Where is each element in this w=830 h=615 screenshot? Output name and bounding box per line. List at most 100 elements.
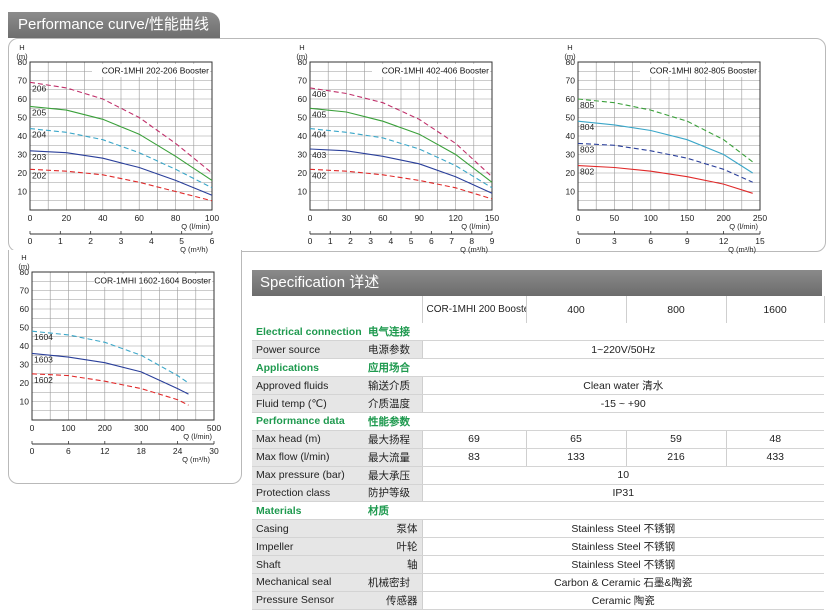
y-tick-label: 20 — [566, 168, 576, 178]
plot-frame — [309, 61, 493, 211]
series-line-202 — [29, 168, 213, 202]
y-tick-label: 20 — [298, 168, 308, 178]
chart-title: COR-1MHI 202-206 Booster — [102, 66, 209, 76]
y-axis-unit: H — [21, 253, 26, 262]
plot-frame — [29, 61, 213, 211]
performance-chart-1602-1604: COR-1MHI 1602-1604 Booster H (m) 10 20 30 40 50… — [12, 250, 227, 464]
spec-value: Stainless Steel 不锈钢 — [421, 519, 824, 539]
x2-tick-label: 0 — [30, 446, 35, 456]
spec-row: Fluid temp (℃) 介质温度 -15 ~ +90 — [252, 394, 824, 413]
spec-value: IP31 — [421, 484, 824, 503]
spec-column-header: 400 — [526, 296, 627, 323]
x2-tick-label: 5 — [179, 236, 184, 246]
x-tick-label: 200 — [98, 423, 112, 433]
series-label: 203 — [32, 152, 46, 162]
spec-label-cn: 电源参数 — [364, 340, 422, 360]
y-tick-label: 20 — [18, 168, 28, 178]
performance-chart-202-206: COR-1MHI 202-206 Booster H (m) 10 20 30 40 50 60… — [10, 40, 225, 254]
x2-tick-label: 7 — [449, 236, 454, 246]
spec-label-en: Approved fluids — [252, 376, 364, 396]
series-line-402 — [309, 168, 493, 200]
spec-label-cn: 最大扬程 — [364, 430, 422, 449]
chart-title-bg — [92, 64, 210, 77]
x2-tick-label: 9 — [490, 236, 495, 246]
spec-label-en: Max pressure (bar) — [252, 466, 364, 485]
spec-label-en: Max flow (l/min) — [252, 448, 364, 467]
x-tick-label: 120 — [449, 213, 463, 223]
spec-value: Stainless Steel 不锈钢 — [421, 537, 824, 557]
chart-svg: COR-1MHI 1602-1604 Booster H(m) 10 20 30 40 50… — [18, 253, 221, 464]
series-line-804 — [577, 120, 753, 174]
series-label: 405 — [312, 109, 326, 119]
x-axis-unit: Q (l/min) — [183, 432, 212, 441]
x2-tick-label: 6 — [648, 236, 653, 246]
x2-tick-label: 4 — [389, 236, 394, 246]
spec-value: Carbon & Ceramic 石墨&陶瓷 — [421, 573, 824, 592]
y-tick-label: 70 — [566, 76, 576, 86]
chart-title: COR-1MHI 1602-1604 Booster — [94, 276, 211, 286]
series-label: 805 — [580, 100, 594, 110]
x-tick-label: 300 — [134, 423, 148, 433]
x-tick-label: 250 — [753, 213, 767, 223]
spec-row: Mechanical seal 机械密封 Carbon & Ceramic 石墨&陶… — [252, 573, 824, 592]
performance-chart-802-805: COR-1MHI 802-805 Booster H (m) 10 20 30 40 50 60… — [558, 40, 773, 254]
series-label: 205 — [32, 107, 46, 117]
x2-tick-label: 6 — [210, 236, 215, 246]
series-line-803 — [577, 142, 753, 183]
y-tick-label: 60 — [20, 304, 30, 314]
spec-value: 59 — [625, 430, 726, 449]
y-tick-label: 60 — [298, 94, 308, 104]
spec-value: 433 — [725, 448, 824, 467]
y-axis-unit: (m) — [18, 262, 30, 271]
y-tick-label: 60 — [566, 94, 576, 104]
series-label: 804 — [580, 122, 594, 132]
y-tick-label: 30 — [20, 360, 30, 370]
y-tick-label: 50 — [298, 113, 308, 123]
plot-frame — [31, 271, 215, 421]
series-label: 402 — [312, 170, 326, 180]
spec-label-en: Pressure Sensor — [252, 591, 364, 610]
series-line-403 — [309, 148, 493, 194]
y-tick-label: 30 — [298, 150, 308, 160]
series-line-203 — [29, 150, 213, 196]
x2-axis-unit: Q (m³/h) — [180, 245, 208, 254]
series-label: 803 — [580, 144, 594, 154]
y-tick-label: 80 — [298, 57, 308, 67]
x2-tick-label: 12 — [719, 236, 729, 246]
x-tick-label: 60 — [134, 213, 144, 223]
series-label: 404 — [312, 130, 326, 140]
x-tick-label: 200 — [717, 213, 731, 223]
spec-value: 48 — [725, 430, 824, 449]
chart-title-bg — [372, 64, 490, 77]
y-axis-unit: H — [567, 43, 572, 52]
x2-tick-label: 3 — [119, 236, 124, 246]
x2-tick-label: 0 — [308, 236, 313, 246]
spec-label-cn: 泵体 — [364, 519, 422, 539]
y-tick-label: 40 — [18, 131, 28, 141]
y-tick-label: 10 — [20, 397, 30, 407]
x-tick-label: 0 — [576, 213, 581, 223]
x-tick-label: 150 — [680, 213, 694, 223]
performance-tab-title: Performance curve/性能曲线 — [8, 12, 220, 38]
x-tick-label: 0 — [28, 213, 33, 223]
series-line-205 — [29, 105, 213, 181]
spec-column-header: COR-1MHI 200 Booster — [421, 296, 527, 323]
spec-label-en: Shaft — [252, 555, 364, 574]
series-line-805 — [577, 98, 754, 163]
series-label: 204 — [32, 130, 46, 140]
y-tick-label: 40 — [566, 131, 576, 141]
series-label: 1604 — [34, 332, 53, 342]
x-tick-label: 400 — [171, 423, 185, 433]
x2-tick-label: 8 — [469, 236, 474, 246]
spec-value: 216 — [625, 448, 726, 467]
spec-value: Stainless Steel 不锈钢 — [421, 555, 824, 574]
x-tick-label: 100 — [205, 213, 219, 223]
spec-column-header: 800 — [626, 296, 727, 323]
x2-tick-label: 9 — [685, 236, 690, 246]
spec-row: Impeller 叶轮 Stainless Steel 不锈钢 — [252, 537, 824, 557]
series-label: 406 — [312, 89, 326, 99]
spec-value: Ceramic 陶瓷 — [421, 591, 824, 610]
series-label: 202 — [32, 170, 46, 180]
spec-section-label-en: Applications — [252, 358, 364, 378]
specification-table: COR-1MHI 200 Booster 400 800 1600 Electr… — [252, 296, 825, 610]
